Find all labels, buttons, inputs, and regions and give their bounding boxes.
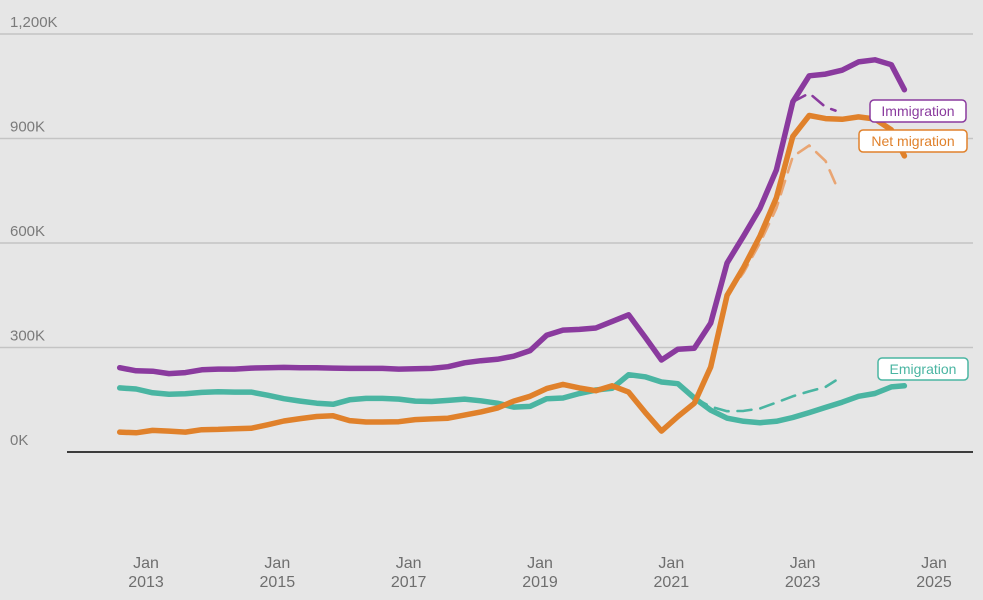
x-tick-month: Jan [264, 555, 290, 572]
y-tick-label: 1,200K [10, 14, 58, 31]
x-tick-month: Jan [921, 555, 947, 572]
x-tick-year: 2023 [785, 574, 821, 591]
legend-box [869, 99, 967, 123]
series-line-emigration-previous-estimate [693, 379, 837, 413]
y-tick-label: 900K [10, 119, 45, 136]
legend-box [877, 357, 969, 381]
x-tick-year: 2013 [128, 574, 164, 591]
x-tick-month: Jan [527, 555, 553, 572]
x-tick-month: Jan [790, 555, 816, 572]
legend-box [858, 129, 968, 153]
y-tick-label: 300K [10, 328, 45, 345]
x-tick-month: Jan [133, 555, 159, 572]
x-tick-year: 2025 [916, 574, 952, 591]
x-tick-month: Jan [396, 555, 422, 572]
legend-label: Net migration [871, 133, 954, 149]
x-tick-month: Jan [658, 555, 684, 572]
legend-net-migration: Net migration [858, 129, 968, 153]
y-tick-label: 600K [10, 223, 45, 240]
x-tick-year: 2015 [260, 574, 296, 591]
legend-label: Immigration [881, 103, 954, 119]
legend-immigration: Immigration [869, 99, 967, 123]
legend-emigration: Emigration [877, 357, 969, 381]
x-tick-year: 2017 [391, 574, 427, 591]
series-line-net-migration [116, 112, 908, 436]
x-tick-year: 2021 [654, 574, 690, 591]
series-line-immigration-previous-estimate [791, 91, 837, 112]
series-line-emigration [116, 371, 908, 426]
series-line-immigration [116, 57, 908, 377]
y-tick-label: 0K [10, 432, 28, 449]
x-tick-year: 2019 [522, 574, 558, 591]
legend-label: Emigration [890, 361, 957, 377]
